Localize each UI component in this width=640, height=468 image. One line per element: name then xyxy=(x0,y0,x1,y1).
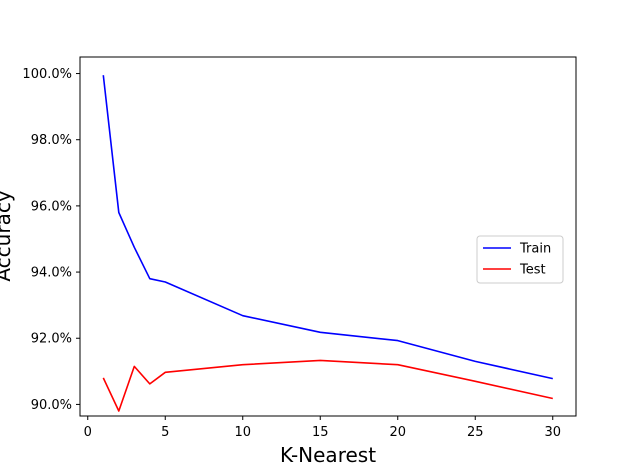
y-tick-label: 98.0% xyxy=(31,133,72,148)
x-tick-label: 10 xyxy=(234,425,251,440)
x-tick-label: 15 xyxy=(312,425,329,440)
legend-label-train: Train xyxy=(519,242,551,257)
x-tick-label: 5 xyxy=(161,425,169,440)
x-tick-label: 20 xyxy=(389,425,406,440)
x-tick-label: 30 xyxy=(544,425,561,440)
x-axis: 0 5 10 15 20 25 30 xyxy=(84,416,561,440)
series-line-train xyxy=(102,75,553,380)
y-tick-label: 94.0% xyxy=(31,266,72,281)
series-lines xyxy=(102,75,553,412)
y-axis: 90.0% 92.0% 94.0% 96.0% 98.0% 100.0% xyxy=(22,67,80,413)
y-tick-label: 96.0% xyxy=(31,199,72,214)
series-line-test xyxy=(102,359,553,412)
x-axis-title: K-Nearest xyxy=(280,443,376,467)
x-tick-label: 0 xyxy=(84,425,92,440)
legend-label-test: Test xyxy=(519,263,546,278)
x-tick-label: 25 xyxy=(467,425,484,440)
legend: Train Test xyxy=(476,235,564,284)
y-tick-label: 100.0% xyxy=(22,67,72,82)
y-axis-title: Accuracy xyxy=(0,190,15,281)
y-tick-label: 92.0% xyxy=(31,332,72,347)
y-tick-label: 90.0% xyxy=(31,398,72,413)
